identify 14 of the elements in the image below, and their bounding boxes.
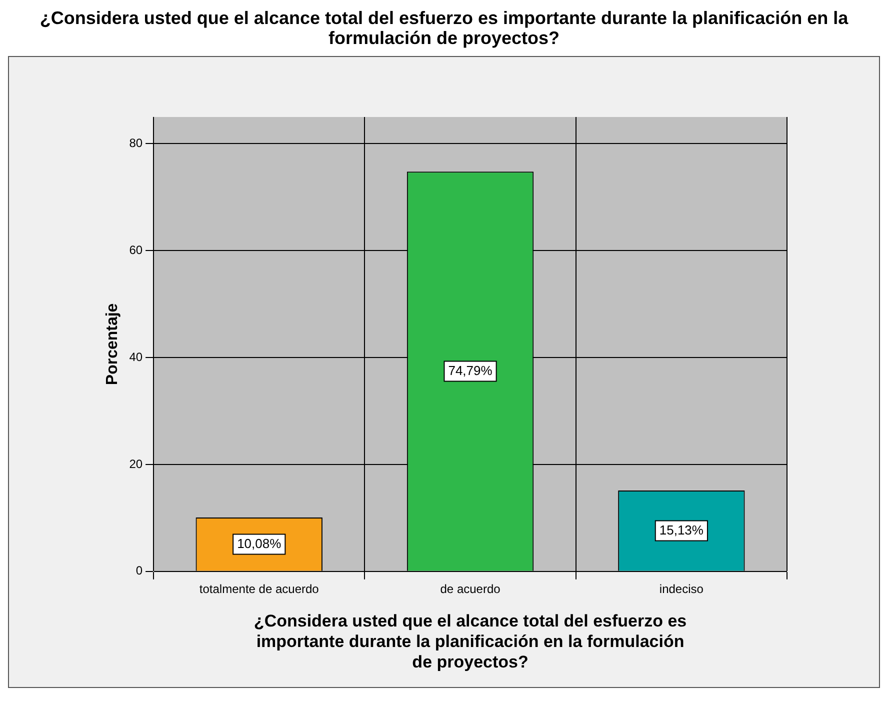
y-tick-label: 20 (129, 456, 143, 471)
y-tick-label: 80 (129, 136, 143, 150)
x-axis-title: ¿Considera usted que el alcance total del esfuerzo es importante durante la planificación en la formulación de proyectos? (254, 612, 687, 672)
x-tick-label: indeciso (659, 582, 704, 596)
y-tick-label: 40 (129, 350, 143, 364)
y-axis-title: Porcentaje (104, 303, 122, 386)
x-tick-label: totalmente de acuerdo (199, 582, 320, 596)
data-label: 74,79% (448, 362, 493, 378)
chart-title: ¿Considera usted que el alcance total del esfuerzo es importante durante la planificación en la formulación de proyectos? (38, 8, 850, 48)
y-tick-label: 0 (136, 564, 143, 578)
data-label: 15,13% (659, 522, 704, 538)
y-tick-label: 60 (129, 242, 143, 257)
x-tick-label: de acuerdo (440, 582, 501, 596)
data-label: 10,08% (237, 536, 282, 551)
